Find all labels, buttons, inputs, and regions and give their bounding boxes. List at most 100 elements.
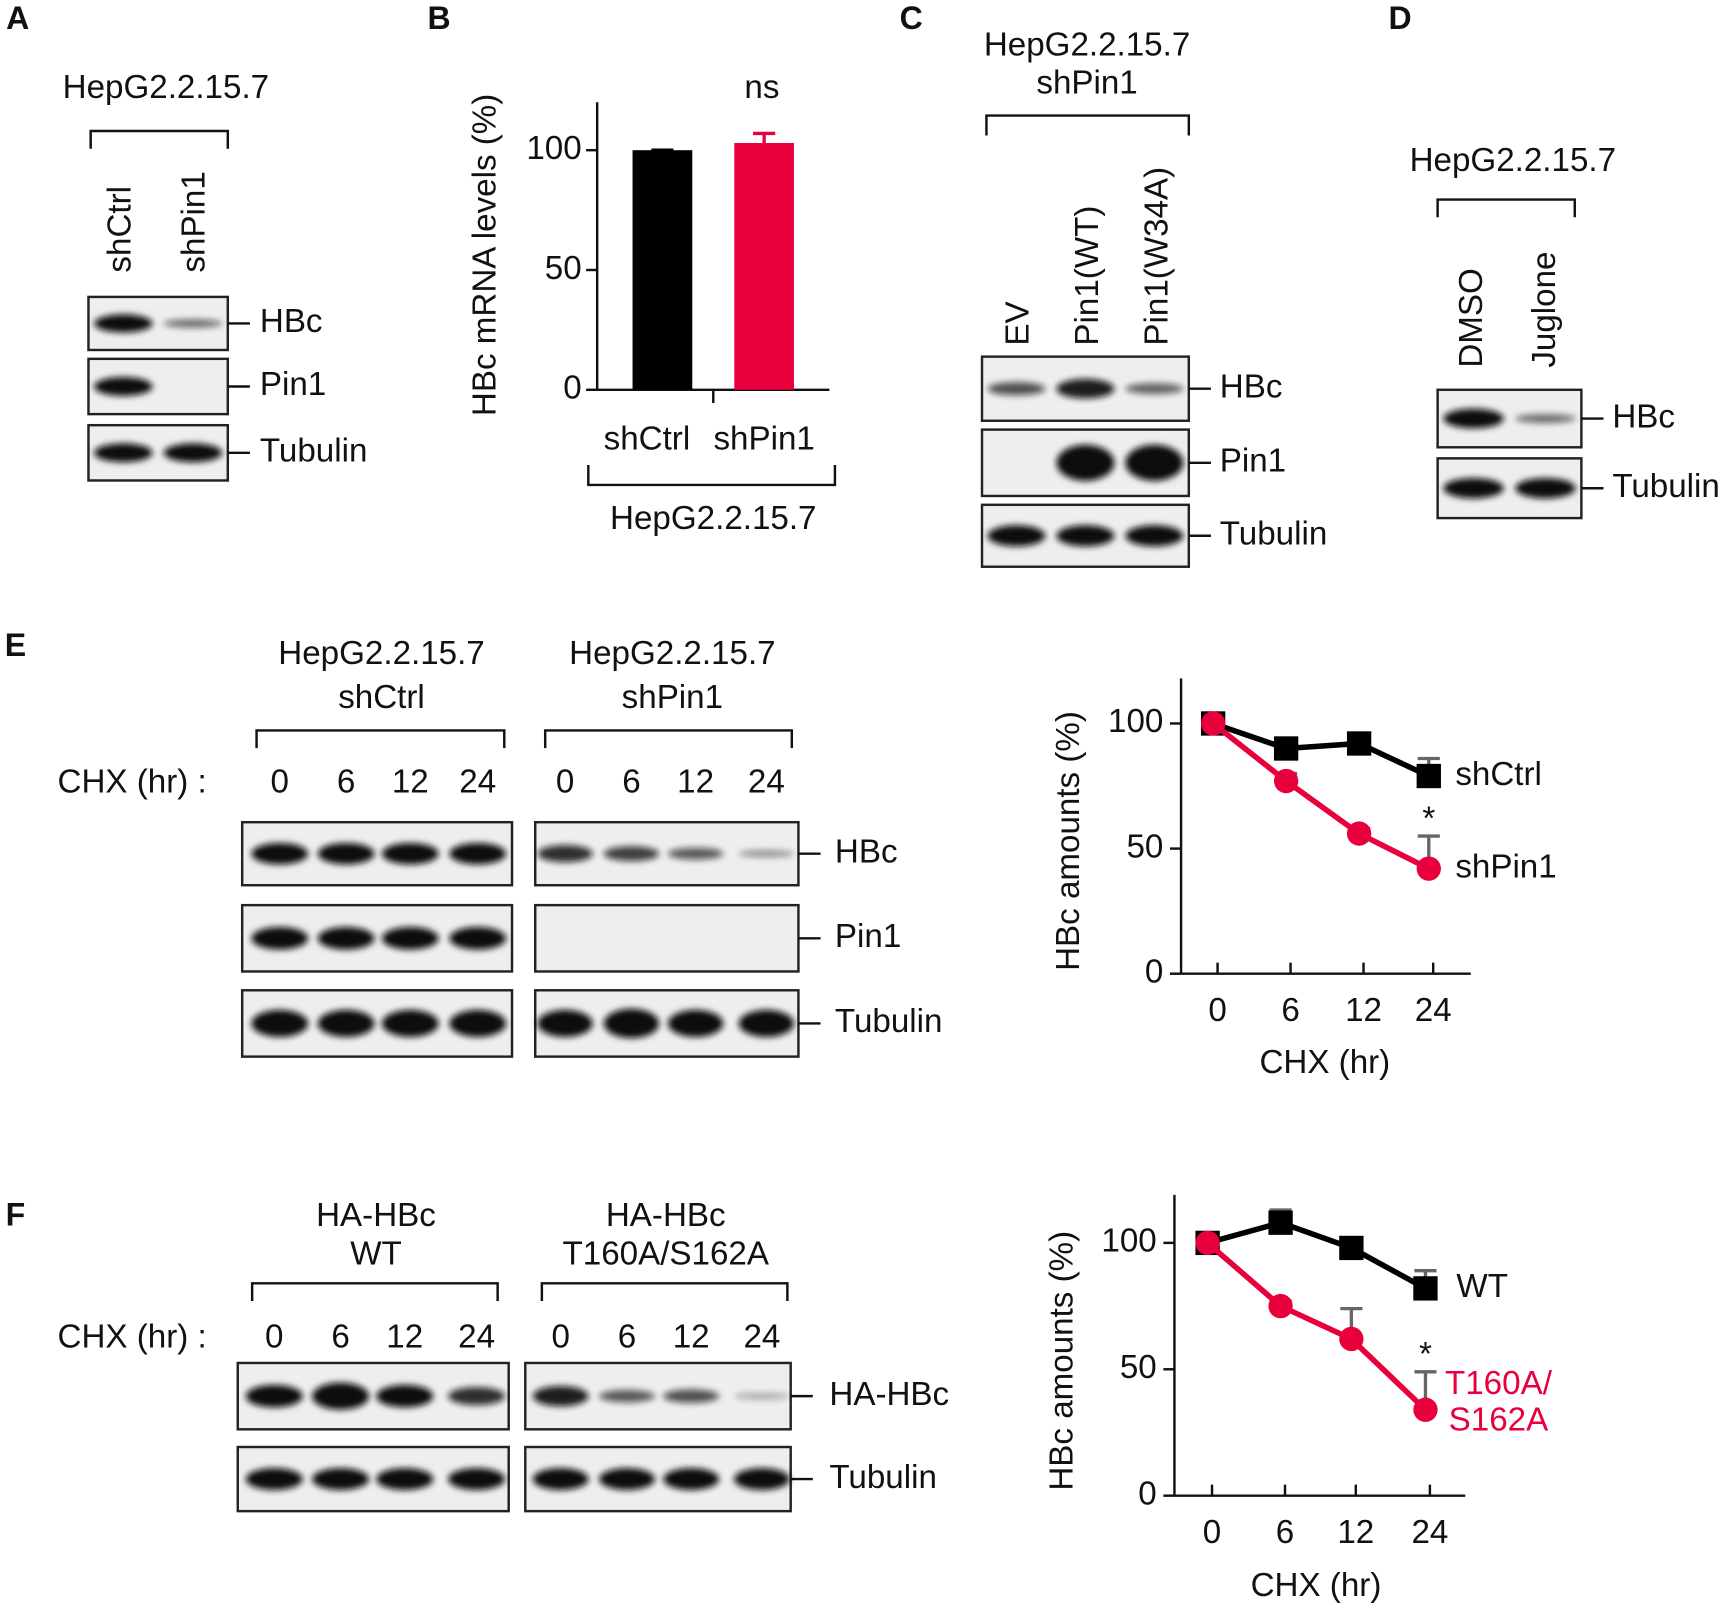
- marker: [1273, 736, 1299, 761]
- x-axis-label: CHX (hr): [1259, 1044, 1390, 1081]
- blot-band: [376, 1384, 434, 1408]
- blot-band: [251, 842, 309, 865]
- treatment-label: CHX (hr) :: [58, 1318, 207, 1355]
- group-title: HepG2.2.15.7: [569, 635, 775, 672]
- panel-letter: F: [6, 1196, 26, 1232]
- series-line: [1206, 1219, 1427, 1291]
- row-label: HBc: [1220, 368, 1283, 405]
- blot-band: [381, 842, 439, 865]
- blot-band: [667, 1009, 724, 1037]
- lane-label: 24: [458, 1318, 495, 1355]
- blot-band: [1443, 408, 1504, 429]
- blot-band: [603, 1008, 660, 1039]
- legend-entry: T160A/S162A: [1444, 1365, 1552, 1439]
- legend-entry: WT: [1456, 1268, 1508, 1305]
- blot-band: [381, 927, 439, 950]
- panel-letter: A: [6, 0, 29, 36]
- blot-band: [312, 1468, 370, 1490]
- x-tick-label: shCtrl: [604, 420, 691, 457]
- panel-letter: E: [5, 627, 26, 663]
- x-tick-label: 24: [1411, 1514, 1448, 1551]
- blot-band: [448, 1387, 506, 1406]
- bracket: [540, 1282, 789, 1302]
- row-label: Tubulin: [829, 1459, 937, 1496]
- y-tick-label: 50: [545, 250, 582, 287]
- row-label: HA-HBc: [829, 1376, 949, 1413]
- blot-band: [532, 1385, 589, 1407]
- x-tick-label: 6: [1281, 992, 1299, 1029]
- panel-letter: C: [900, 0, 923, 36]
- y-axis-label: HBc mRNA levels (%): [466, 94, 503, 416]
- y-axis-label: HBc amounts (%): [1044, 1231, 1081, 1491]
- blot-band: [603, 846, 660, 862]
- marker: [1346, 821, 1372, 846]
- marker: [1195, 1230, 1220, 1256]
- blot-band: [1515, 414, 1576, 423]
- blot-band: [317, 927, 375, 950]
- row-label: Tubulin: [1220, 516, 1328, 553]
- legend-entry: shPin1: [1455, 848, 1556, 885]
- x-axis-label: CHX (hr): [1251, 1567, 1382, 1604]
- blot-band: [734, 1468, 790, 1490]
- row-label: HBc: [835, 833, 898, 870]
- bar: [632, 150, 693, 390]
- group-title: shPin1: [622, 679, 723, 716]
- marker: [1413, 1276, 1438, 1301]
- blot-band: [663, 1389, 720, 1403]
- lane-label: 6: [331, 1318, 349, 1355]
- treatment-label: CHX (hr) :: [58, 763, 207, 800]
- blot-band: [317, 1009, 375, 1037]
- blot-band: [163, 443, 223, 463]
- blot-band: [1125, 444, 1184, 481]
- blot-band: [667, 847, 724, 860]
- cell-line: HepG2.2.15.7: [984, 27, 1190, 64]
- group-title: T160A/S162A: [563, 1235, 770, 1272]
- marker: [1268, 1293, 1293, 1319]
- marker: [1346, 731, 1372, 756]
- bracket: [587, 464, 837, 487]
- error-bar: [753, 131, 776, 144]
- blot-band: [448, 1468, 506, 1490]
- blot-band: [1056, 525, 1115, 547]
- lane-label: 6: [618, 1318, 636, 1355]
- y-tick-label: 0: [563, 370, 581, 407]
- lane-label: shPin1: [176, 171, 213, 272]
- marker: [1268, 1210, 1293, 1235]
- blot-band: [599, 1389, 655, 1403]
- blot-band: [1443, 478, 1504, 499]
- series-line: [1205, 1240, 1428, 1412]
- y-tick-label: 0: [1145, 953, 1163, 990]
- blot-band: [94, 377, 153, 396]
- blot-band: [1125, 383, 1184, 395]
- blot-band: [987, 525, 1046, 547]
- blot-band: [537, 1009, 593, 1037]
- bar: [734, 143, 795, 390]
- lane-label: shCtrl: [101, 186, 138, 273]
- blot-band: [738, 1009, 795, 1037]
- blot-band: [312, 1382, 370, 1410]
- lane-label: 6: [622, 763, 640, 800]
- blot-band: [734, 1392, 790, 1400]
- marker: [1339, 1326, 1364, 1352]
- blot-band: [537, 845, 593, 863]
- group-title: HepG2.2.15.7: [278, 635, 484, 672]
- y-axis-label: HBc amounts (%): [1050, 711, 1087, 971]
- blot-box: [534, 903, 800, 973]
- blot-band: [1056, 444, 1115, 481]
- row-label: HBc: [1612, 398, 1675, 435]
- x-tick-label: shPin1: [713, 420, 814, 457]
- group-title: WT: [350, 1235, 402, 1272]
- group-label: HepG2.2.15.7: [610, 500, 816, 537]
- y-tick-label: 0: [1138, 1475, 1156, 1512]
- marker: [1416, 763, 1441, 789]
- row-label: Tubulin: [835, 1003, 943, 1040]
- legend-entry: shCtrl: [1455, 756, 1542, 793]
- marker: [1416, 856, 1441, 881]
- lane-label: 0: [556, 763, 574, 800]
- blot-band: [987, 382, 1046, 396]
- blot-band: [1056, 378, 1115, 399]
- lane-label: 12: [673, 1318, 710, 1355]
- group-title: HA-HBc: [316, 1197, 436, 1234]
- annotation: ns: [744, 69, 779, 106]
